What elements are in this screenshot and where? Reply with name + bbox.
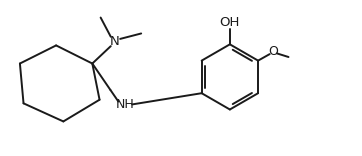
Text: N: N: [110, 35, 120, 48]
Text: NH: NH: [115, 98, 134, 111]
Text: O: O: [268, 45, 278, 58]
Text: OH: OH: [220, 16, 240, 29]
